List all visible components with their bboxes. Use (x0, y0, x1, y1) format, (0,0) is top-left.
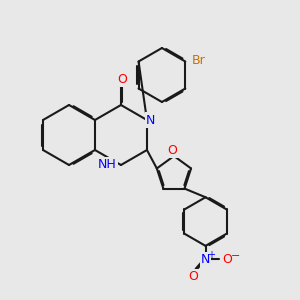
Text: +: + (207, 250, 215, 260)
Text: N: N (201, 253, 210, 266)
Text: O: O (223, 253, 232, 266)
Text: O: O (167, 144, 177, 157)
Text: O: O (118, 73, 128, 86)
Text: NH: NH (98, 158, 116, 172)
Text: O: O (189, 270, 199, 283)
Text: N: N (146, 113, 155, 127)
Text: Br: Br (191, 53, 205, 67)
Text: −: − (231, 251, 240, 261)
